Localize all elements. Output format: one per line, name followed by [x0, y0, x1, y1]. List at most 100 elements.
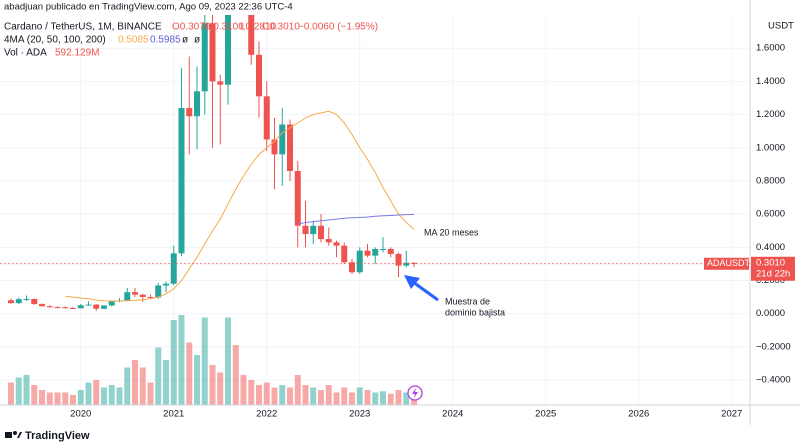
- volume-bar: [39, 390, 45, 405]
- volume-bar: [15, 377, 22, 405]
- symbol-tag: [704, 257, 749, 270]
- y-tick-label: 1.0000: [756, 142, 785, 153]
- candle-body: [77, 305, 84, 309]
- candle-body: [15, 299, 22, 304]
- candle-body: [178, 107, 185, 254]
- brand-name: TradingView: [25, 430, 90, 442]
- candle-body: [23, 298, 30, 300]
- ohlc: O0.3070: [172, 22, 211, 33]
- volume-bar: [294, 375, 301, 405]
- candle-body: [201, 23, 208, 92]
- volume-bar: [372, 392, 379, 405]
- volume-layer: [8, 315, 417, 405]
- volume-bar: [232, 345, 239, 405]
- y-tick-label: −0.2000: [756, 341, 791, 352]
- candle-body: [70, 307, 76, 309]
- x-tick-label: 2024: [442, 409, 463, 420]
- volume-bar: [178, 315, 185, 405]
- x-tick-label: 2020: [70, 409, 91, 420]
- y-tick-label: −0.4000: [756, 375, 791, 386]
- ma-value: 0.5985: [150, 35, 181, 46]
- ma-legend: 4MA (20, 50, 100, 200): [4, 35, 106, 46]
- volume-bar: [132, 360, 138, 405]
- volume-bar: [108, 385, 115, 405]
- candle-body: [248, 15, 255, 55]
- candle-body: [364, 250, 371, 256]
- y-tick-label: 1.6000: [756, 43, 785, 54]
- price-tag-label: 0.3010: [756, 257, 785, 268]
- candle-body: [263, 96, 270, 140]
- candle-body: [155, 285, 162, 298]
- volume-bar: [85, 382, 92, 405]
- volume-bar: [194, 355, 200, 405]
- candle-body: [93, 304, 100, 309]
- candle-body: [225, 15, 231, 85]
- x-tick-label: 2026: [628, 409, 649, 420]
- candle-body: [39, 304, 45, 307]
- candle-body: [380, 249, 386, 250]
- x-tick-label: 2021: [163, 409, 184, 420]
- candle-body: [132, 292, 138, 295]
- volume-bar: [225, 317, 231, 405]
- volume-bar: [318, 390, 324, 405]
- arrow: [412, 280, 439, 302]
- candle-body: [8, 300, 14, 304]
- ohlc: C0.3010: [262, 22, 300, 33]
- ma-value: 0.5085: [118, 35, 149, 46]
- ma-value: ø: [194, 35, 200, 46]
- candle-body: [271, 139, 278, 155]
- volume-bar: [380, 391, 386, 405]
- candle-body: [287, 124, 293, 171]
- volume-bar: [62, 392, 69, 405]
- publisher: abadjuan publicado en TradingView.com, A…: [4, 2, 293, 13]
- volume-bar: [101, 387, 107, 405]
- volume-bar: [364, 390, 371, 405]
- volume-bar: [77, 390, 84, 405]
- candle-body: [325, 239, 332, 243]
- volume-bar: [147, 382, 154, 405]
- candle-body: [54, 307, 61, 309]
- volume-bar: [256, 385, 262, 405]
- axes: −0.4000−0.20000.00000.20000.40000.60000.…: [70, 43, 790, 420]
- volume-bar: [155, 347, 162, 405]
- candle-body: [256, 54, 262, 97]
- x-tick-label: 2027: [721, 409, 742, 420]
- currency: USDT: [768, 21, 794, 32]
- candle-body: [46, 306, 53, 308]
- icon: [412, 388, 418, 398]
- candle-body: [302, 225, 309, 235]
- ma-line: [65, 110, 415, 302]
- volume-bar: [46, 392, 53, 405]
- volume-bar: [93, 380, 100, 405]
- candle-body: [294, 171, 301, 226]
- candle-body: [341, 245, 348, 263]
- annotation: MA 20 meses: [424, 227, 479, 237]
- volume-bar: [325, 385, 332, 405]
- vol-legend: Vol · ADA: [4, 48, 47, 59]
- y-tick-label: 0.8000: [756, 175, 785, 186]
- arrow-head: [404, 275, 420, 289]
- candle-body: [170, 253, 177, 284]
- y-tick-label: 0.0000: [756, 308, 785, 319]
- x-tick-label: 2023: [349, 409, 370, 420]
- candle-body: [101, 305, 107, 309]
- price-tag: [751, 256, 795, 281]
- volume-bar: [139, 367, 146, 405]
- candle-body: [395, 253, 402, 266]
- candle-body: [31, 298, 38, 305]
- candle-body: [62, 307, 69, 309]
- candle-body: [194, 91, 200, 117]
- candle-body: [349, 262, 355, 273]
- candle-body: [372, 249, 379, 256]
- annotation: dominio bajista: [445, 307, 505, 317]
- volume-bar: [333, 392, 340, 405]
- candle-body: [217, 81, 224, 85]
- countdown: 21d 22h: [756, 268, 790, 279]
- volume-bar: [263, 382, 270, 405]
- y-tick-label: 0.6000: [756, 209, 785, 220]
- volume-bar: [248, 380, 255, 405]
- x-tick-label: 2022: [256, 409, 277, 420]
- candle-body: [356, 250, 363, 273]
- volume-bar: [387, 393, 394, 405]
